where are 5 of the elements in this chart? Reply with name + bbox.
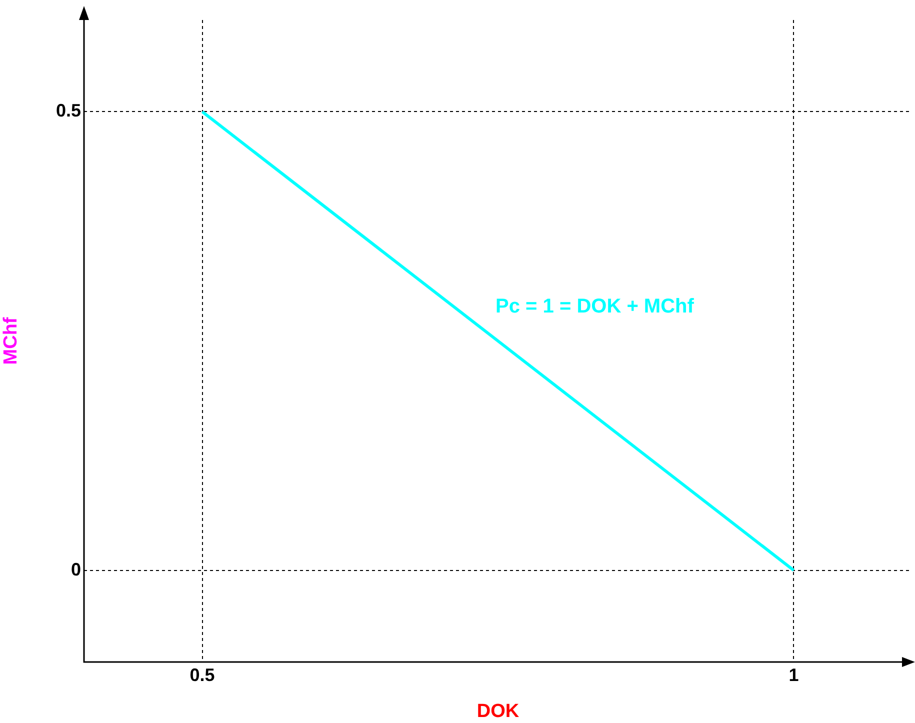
y-axis-title: MChf [0, 316, 22, 365]
x-axis-title: DOK [476, 700, 520, 722]
annotation: Pc = 1 = DOK + MChf [496, 295, 694, 318]
y-tick-label: 0 [70, 559, 81, 580]
x-tick-label: 1 [788, 664, 799, 685]
